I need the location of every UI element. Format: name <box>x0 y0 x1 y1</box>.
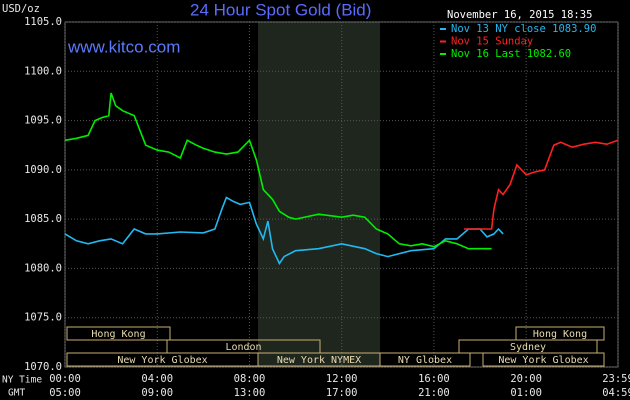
y-tick-label: 1090.0 <box>24 164 62 176</box>
y-tick-label: 1105.0 <box>24 16 62 28</box>
session-label: Sydney <box>510 342 546 353</box>
x2-tick-label: 13:00 <box>234 387 266 399</box>
x-tick-label: 23:59 <box>602 373 630 385</box>
y-axis-label: USD/oz <box>2 3 40 15</box>
x-tick-label: 04:00 <box>141 373 173 385</box>
y-tick-label: 1070.0 <box>24 361 62 373</box>
x2-tick-label: 09:00 <box>141 387 173 399</box>
x2-tick-label: 04:59 <box>602 387 630 399</box>
session-box <box>66 326 171 341</box>
y-tick-label: 1100.0 <box>24 65 62 77</box>
x2-tick-label: 01:00 <box>510 387 542 399</box>
y-tick-label: 1075.0 <box>24 312 62 324</box>
shaded-band <box>258 22 380 367</box>
x2-tick-label: 05:00 <box>49 387 81 399</box>
session-box <box>482 352 605 367</box>
legend-label: Nov 16 Last 1082.60 <box>451 48 571 60</box>
session-label: Hong Kong <box>533 329 587 340</box>
session-label: London <box>225 342 261 353</box>
session-label: New York Globex <box>117 355 207 366</box>
x-tick-label: 00:00 <box>49 373 81 385</box>
session-label: New York Globex <box>498 355 588 366</box>
subtitle: www.kitco.com <box>67 37 180 56</box>
session-label: NY Globex <box>398 355 452 366</box>
x-tick-label: 12:00 <box>326 373 358 385</box>
y-tick-label: 1080.0 <box>24 262 62 274</box>
x-tick-label: 08:00 <box>234 373 266 385</box>
session-label: Hong Kong <box>91 329 145 340</box>
legend-label: Nov 13 NY close 1083.90 <box>451 23 596 35</box>
chart-title: 24 Hour Spot Gold (Bid) <box>190 0 371 19</box>
x-tick-label: 20:00 <box>510 373 542 385</box>
session-box <box>379 352 471 367</box>
timestamp: November 16, 2015 18:35 <box>447 9 592 21</box>
x-tick-label: 16:00 <box>418 373 450 385</box>
legend-label: Nov 15 Sunday <box>451 36 533 48</box>
series-line <box>64 92 492 250</box>
y-tick-label: 1095.0 <box>24 115 62 127</box>
session-label: New York NYMEX <box>277 355 361 366</box>
y-tick-label: 1085.0 <box>24 213 62 225</box>
x-axis-label: NY Time <box>2 375 42 386</box>
series-line <box>64 196 504 266</box>
x2-axis-label: GMT <box>8 388 25 399</box>
x2-tick-label: 21:00 <box>418 387 450 399</box>
x2-tick-label: 17:00 <box>326 387 358 399</box>
series-line <box>463 139 619 230</box>
